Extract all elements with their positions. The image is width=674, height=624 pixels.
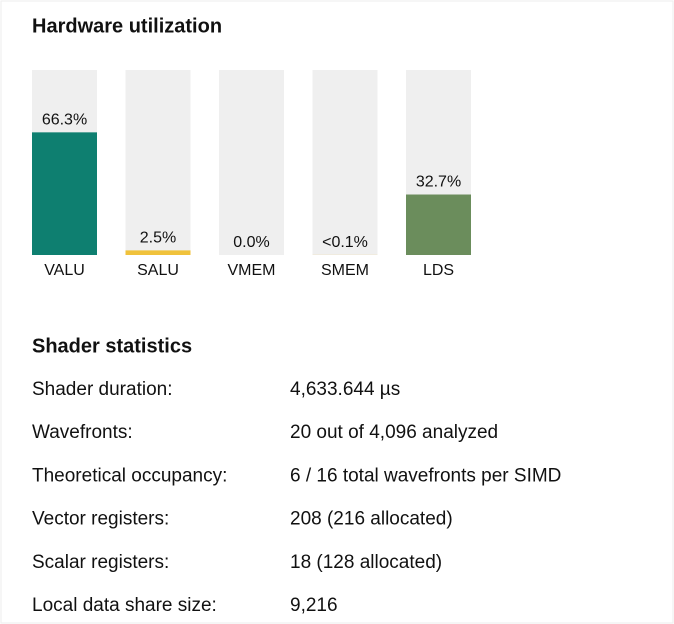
bar-track	[219, 70, 284, 255]
stat-label: Vector registers:	[32, 509, 169, 530]
stat-label: Wavefronts:	[32, 422, 133, 443]
category-label: SALU	[137, 262, 179, 279]
value-label: <0.1%	[322, 234, 368, 251]
category-label: VMEM	[228, 262, 276, 279]
stat-label: Shader duration:	[32, 379, 173, 400]
stat-value: 20 out of 4,096 analyzed	[290, 422, 498, 443]
bar	[32, 132, 97, 255]
stat-value: 4,633.644 µs	[290, 379, 400, 400]
stat-value: 6 / 16 total wavefronts per SIMD	[290, 465, 561, 486]
stat-label: Theoretical occupancy:	[32, 465, 227, 486]
category-label: SMEM	[321, 262, 369, 279]
stat-value: 18 (128 allocated)	[290, 552, 442, 573]
bar-track	[125, 70, 191, 255]
value-label: 32.7%	[416, 174, 461, 191]
bar	[125, 250, 191, 255]
bar	[406, 194, 471, 255]
stat-label: Local data share size:	[32, 595, 217, 616]
value-label: 2.5%	[140, 230, 176, 247]
stat-value: 208 (216 allocated)	[290, 509, 453, 530]
category-label: VALU	[44, 262, 85, 279]
category-label: LDS	[423, 262, 454, 279]
value-label: 66.3%	[42, 112, 87, 129]
chart-title: Hardware utilization	[32, 15, 222, 37]
stat-label: Scalar registers:	[32, 552, 169, 573]
value-label: 0.0%	[233, 234, 269, 251]
bar-track	[312, 70, 378, 255]
stat-value: 9,216	[290, 595, 338, 616]
section-title: Shader statistics	[32, 335, 192, 357]
